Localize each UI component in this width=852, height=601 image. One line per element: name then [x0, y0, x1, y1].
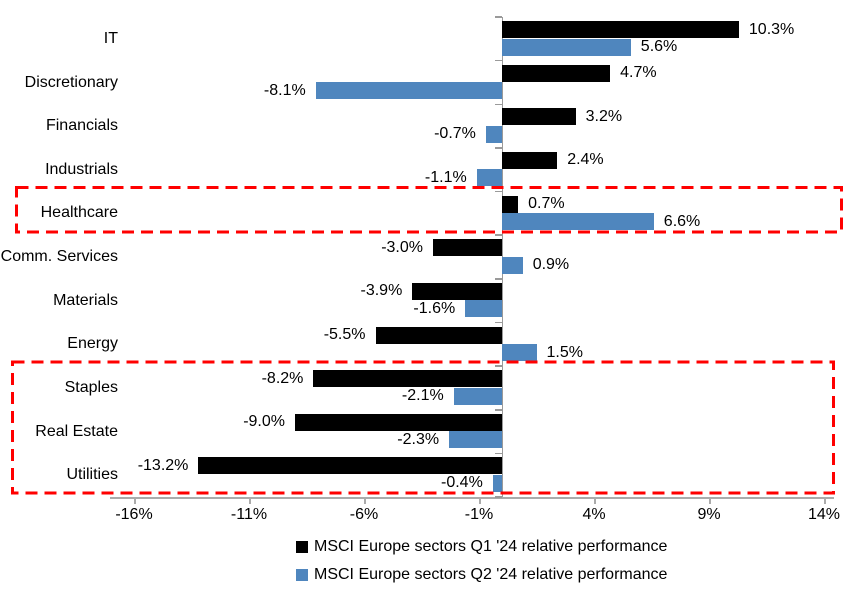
category-label: Financials [45, 117, 118, 135]
bar-q1 [412, 282, 502, 300]
bar-q2 [502, 344, 537, 361]
y-axis-tick [494, 147, 502, 149]
category-label: Healthcare [40, 204, 118, 222]
y-axis-tick [494, 496, 502, 498]
bar-q1 [375, 326, 502, 344]
value-label: -8.2% [261, 369, 304, 387]
value-label: -9.0% [243, 413, 285, 431]
x-axis-tick [709, 496, 711, 504]
bar-q2 [502, 38, 631, 56]
value-label: 2.4% [567, 151, 604, 169]
category-label: Energy [67, 335, 118, 353]
bar-q1 [433, 239, 502, 257]
category-label: Utilities [66, 466, 118, 484]
x-axis-tick-label: -11% [230, 506, 268, 523]
x-axis-line [110, 496, 834, 499]
bar-q1 [502, 108, 576, 126]
value-label: 10.3% [748, 20, 795, 38]
q1-series-swatch-icon [296, 540, 308, 553]
value-label: -8.1% [263, 81, 306, 99]
y-axis-tick [494, 321, 502, 324]
value-label: -13.2% [137, 456, 189, 474]
category-label: IT [103, 29, 118, 47]
x-axis-tick-label: -1% [464, 506, 494, 523]
x-axis-tick [594, 496, 596, 504]
value-label: 3.2% [585, 107, 623, 125]
y-axis-tick [494, 234, 502, 236]
bar-q1 [502, 64, 611, 82]
value-label: -0.7% [434, 125, 476, 143]
value-label: -3.9% [360, 282, 403, 300]
bar-q1 [502, 195, 519, 213]
value-label: -1.1% [424, 168, 467, 186]
bar-q2 [485, 125, 502, 143]
bar-q2 [453, 387, 502, 405]
category-label: Materials [53, 291, 118, 309]
legend-label-q1: MSCI Europe sectors Q1 '24 relative perf… [314, 538, 668, 555]
legend: MSCI Europe sectors Q1 '24 relative perf… [296, 537, 667, 584]
value-label: 6.6% [663, 212, 701, 230]
value-label: -1.6% [413, 299, 456, 317]
value-label: 0.7% [528, 195, 565, 212]
x-axis-tick [479, 496, 481, 504]
bar-q1 [502, 151, 558, 169]
category-label: Comm. Services [0, 248, 118, 265]
y-axis-tick [494, 16, 502, 18]
x-axis-tick-label: 4% [582, 506, 606, 523]
bar-q1 [313, 370, 502, 388]
bar-q2 [492, 474, 502, 492]
y-axis-tick [494, 59, 502, 62]
healthcare-highlight-box [15, 186, 843, 234]
legend-item-q1: MSCI Europe sectors Q1 '24 relative perf… [296, 537, 667, 556]
bar-q2 [476, 169, 502, 187]
bar-q2 [315, 82, 502, 100]
category-label: Discretionary [24, 73, 118, 91]
value-label: 5.6% [640, 38, 678, 55]
value-label: -2.1% [401, 387, 444, 405]
bar-q1 [295, 413, 502, 431]
legend-item-q2: MSCI Europe sectors Q2 '24 relative perf… [296, 565, 667, 584]
y-axis-tick [494, 452, 502, 455]
y-axis-tick [494, 278, 502, 280]
value-label: -3.0% [381, 238, 423, 256]
x-axis-tick-label: 9% [697, 506, 721, 523]
category-label: Industrials [45, 160, 118, 178]
category-label: Real Estate [35, 422, 118, 440]
value-label: -0.4% [441, 474, 483, 492]
bar-q2 [465, 300, 502, 318]
bar-q2 [502, 213, 654, 230]
x-axis-tick [249, 496, 251, 504]
y-axis-tick [494, 409, 502, 411]
y-axis-tick [494, 190, 502, 193]
bar-q1 [502, 21, 739, 38]
y-axis-tick [494, 365, 502, 367]
x-axis-tick-label: -16% [115, 506, 153, 523]
category-label: Staples [64, 378, 118, 396]
bar-q1 [198, 457, 502, 475]
value-label: 4.7% [620, 64, 657, 82]
x-axis-tick-label: -6% [349, 506, 379, 523]
x-axis-tick [824, 496, 826, 504]
x-axis-tick [364, 496, 366, 504]
bar-q2 [502, 256, 523, 274]
legend-label-q2: MSCI Europe sectors Q2 '24 relative perf… [314, 566, 668, 584]
x-axis-tick [134, 496, 136, 504]
x-axis-tick-label: 14% [807, 506, 841, 523]
bar-q2 [449, 431, 502, 449]
value-label: -2.3% [397, 430, 440, 448]
value-label: -5.5% [323, 326, 366, 343]
y-axis-tick [494, 103, 502, 105]
value-label: 0.9% [532, 256, 570, 274]
value-label: 1.5% [546, 343, 583, 361]
q2-series-swatch-icon [296, 568, 308, 581]
